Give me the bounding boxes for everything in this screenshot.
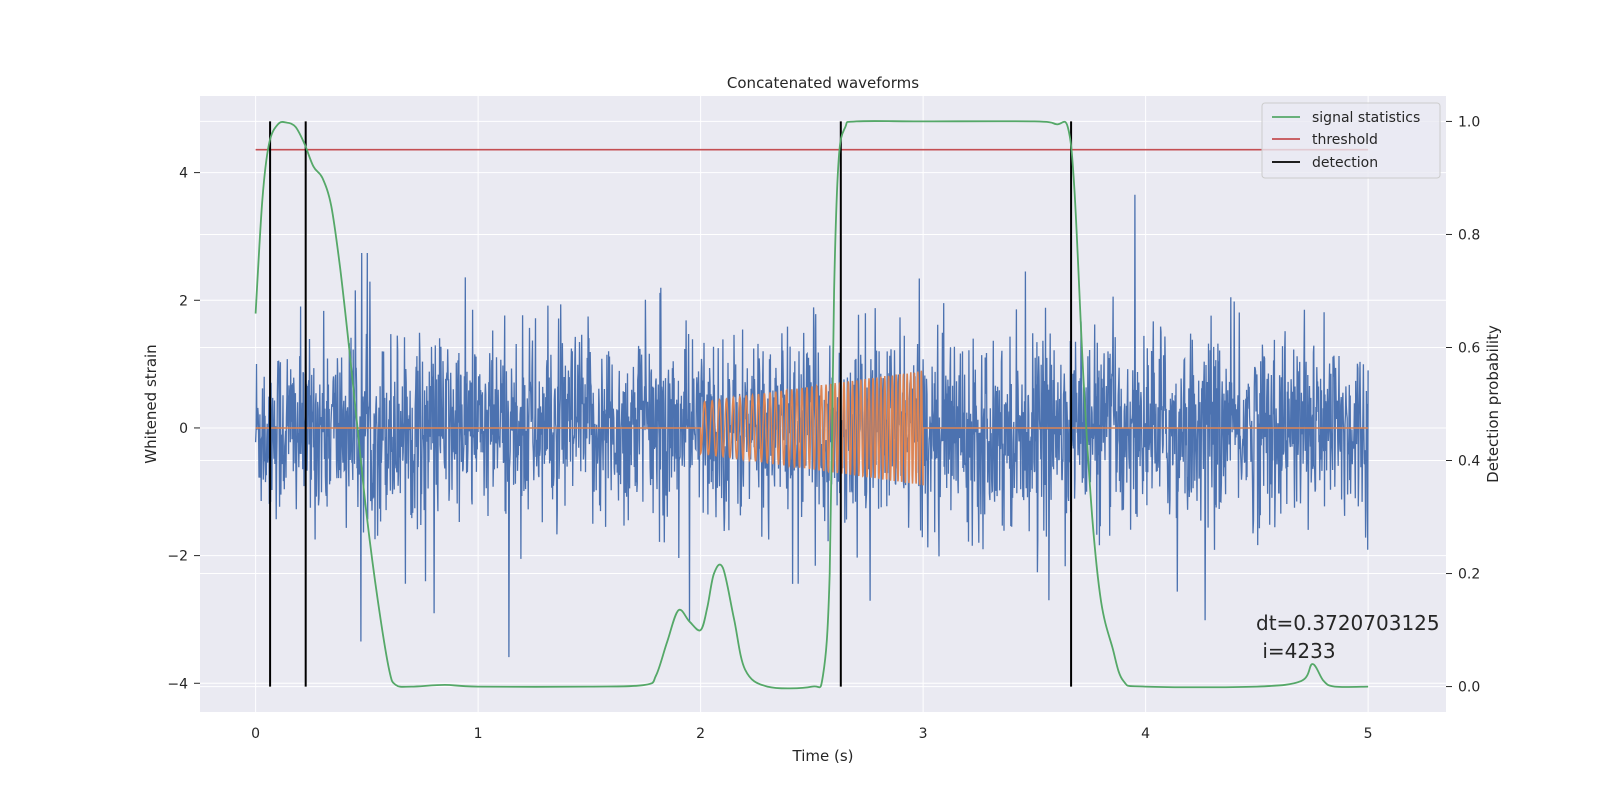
- x-axis-ticks: 0 1 2 3 4 5: [251, 726, 1372, 742]
- right-y-tick-label: 0.4: [1458, 454, 1480, 470]
- left-y-tick-label: 4: [179, 166, 188, 182]
- right-y-tick-label: 0.8: [1458, 227, 1480, 243]
- signal-statistics-line: [254, 120, 1369, 690]
- strain-line: [254, 194, 1369, 658]
- template-series: [255, 370, 1369, 486]
- left-y-tick-label: −2: [167, 549, 188, 565]
- right-y-tick-label: 0.6: [1458, 340, 1480, 356]
- legend-label-detection: detection: [1312, 155, 1378, 171]
- detection-series: [269, 121, 1073, 687]
- legend: signal statistics threshold detection: [1261, 102, 1441, 179]
- right-y-tick-label: 0.0: [1458, 680, 1480, 696]
- right-y-axis-ticks: 0.0 0.2 0.4 0.6 0.8 1.0: [1446, 114, 1480, 696]
- left-y-tick-label: 2: [179, 293, 188, 309]
- strain-series: [254, 194, 1369, 658]
- right-y-axis-label: Detection probability: [1484, 325, 1502, 483]
- x-tick-label: 4: [1141, 726, 1150, 742]
- right-y-tick-label: 1.0: [1458, 114, 1480, 130]
- x-tick-label: 0: [251, 726, 260, 742]
- x-tick-label: 3: [919, 726, 928, 742]
- x-tick-label: 1: [474, 726, 483, 742]
- x-axis-label: Time (s): [792, 747, 854, 765]
- left-y-axis-label: Whitened strain: [142, 344, 160, 463]
- left-y-axis-ticks: −4 −2 0 2 4: [167, 166, 200, 692]
- x-tick-label: 5: [1364, 726, 1373, 742]
- right-y-tick-label: 0.2: [1458, 567, 1480, 583]
- legend-label-signal-statistics: signal statistics: [1312, 110, 1420, 126]
- chart-title: Concatenated waveforms: [727, 74, 919, 92]
- signal-statistics-series: [254, 120, 1369, 690]
- left-y-tick-label: 0: [179, 421, 188, 437]
- x-tick-label: 2: [696, 726, 705, 742]
- legend-label-threshold: threshold: [1312, 132, 1378, 148]
- annotation-dt: dt=0.3720703125: [1256, 611, 1440, 635]
- annotation-index: i=4233: [1256, 639, 1336, 663]
- legend-box: [1261, 102, 1441, 179]
- template-line: [255, 370, 1369, 486]
- left-y-tick-label: −4: [167, 676, 188, 692]
